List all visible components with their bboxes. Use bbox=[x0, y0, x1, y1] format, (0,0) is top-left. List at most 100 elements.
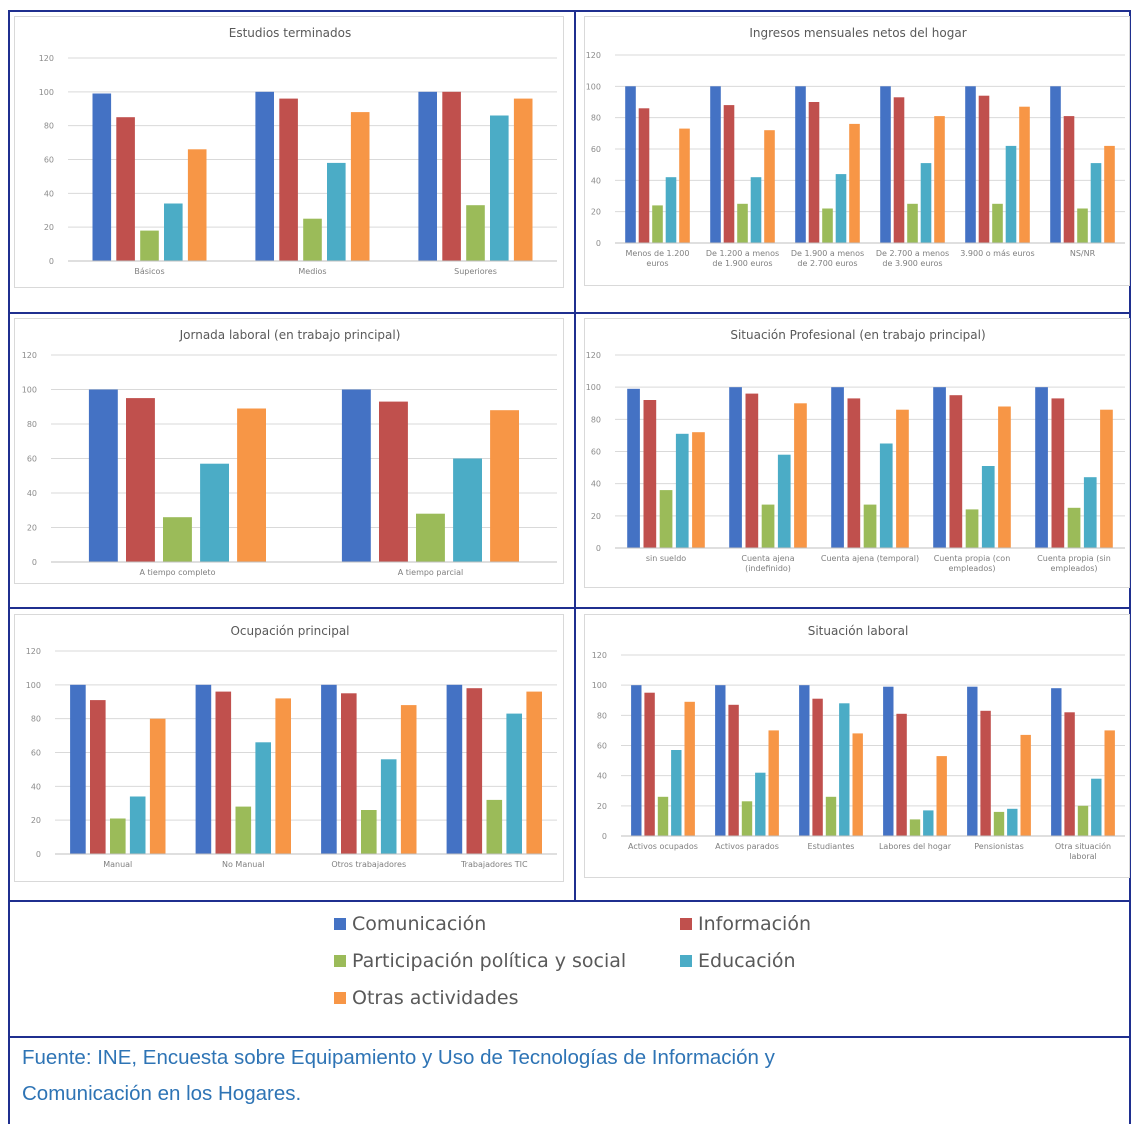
bar-otras-actividades bbox=[1100, 409, 1113, 548]
category-label-line: laboral bbox=[1069, 852, 1097, 861]
y-tick-label: 80 bbox=[27, 420, 37, 429]
legend-swatch-educacion bbox=[680, 955, 692, 967]
bar-otras-actividades bbox=[679, 128, 690, 243]
bar-participacion-politica-y-social bbox=[486, 799, 503, 854]
bar-otras-actividades bbox=[275, 698, 291, 854]
bar-participacion-politica-y-social bbox=[466, 205, 485, 261]
bar-participacion-politica-y-social bbox=[163, 517, 192, 562]
bar-educacion bbox=[200, 463, 229, 562]
category-label-line: de 1.900 euros bbox=[712, 259, 772, 268]
category-label-line: De 1.200 a menos bbox=[706, 249, 779, 258]
bar-educacion bbox=[675, 433, 689, 548]
category-label-line: Pensionistas bbox=[974, 842, 1023, 851]
category-label: Medios bbox=[298, 267, 326, 276]
category-label-line: Cuenta propia (con bbox=[934, 554, 1011, 563]
y-tick-label: 120 bbox=[592, 651, 607, 660]
bar-comunicacion bbox=[321, 684, 337, 854]
bar-participacion-politica-y-social bbox=[761, 504, 775, 548]
bar-educacion bbox=[665, 177, 677, 243]
chart-jornada-laboral: Jornada laboral (en trabajo principal) 0 2… bbox=[14, 318, 564, 584]
category-label-line: Superiores bbox=[454, 267, 497, 276]
y-tick-label: 0 bbox=[36, 850, 41, 859]
bar-otras-actividades bbox=[1104, 145, 1115, 243]
y-tick-label: 100 bbox=[586, 82, 601, 91]
y-tick-label: 20 bbox=[27, 524, 37, 533]
category-label-line: empleados) bbox=[948, 564, 995, 573]
chart-title: Jornada laboral (en trabajo principal) bbox=[179, 328, 401, 342]
bar-otras-actividades bbox=[768, 730, 779, 836]
bar-informacion bbox=[896, 713, 907, 836]
category-label-line: No Manual bbox=[222, 860, 265, 869]
bar-informacion bbox=[643, 400, 657, 548]
bar-comunicacion bbox=[799, 685, 810, 836]
category-label-line: Trabajadores TIC bbox=[460, 860, 528, 869]
y-tick-label: 80 bbox=[44, 122, 54, 131]
bar-educacion bbox=[923, 810, 934, 836]
category-label: Otros trabajadores bbox=[331, 860, 406, 869]
category-label: De 1.900 a menos de 2.700 euros bbox=[791, 249, 864, 268]
legend-label: Educación bbox=[698, 950, 796, 972]
y-tick-label: 120 bbox=[586, 351, 601, 360]
legend-item-participacion: Participación política y social bbox=[334, 950, 626, 972]
category-label-line: Cuenta ajena (temporal) bbox=[821, 554, 919, 563]
bar-educacion bbox=[1090, 163, 1102, 243]
category-label-line: Activos ocupados bbox=[628, 842, 698, 851]
category-label-line: de 3.900 euros bbox=[882, 259, 942, 268]
category-label: Pensionistas bbox=[974, 842, 1023, 851]
bar-comunicacion bbox=[446, 684, 463, 854]
bar-comunicacion bbox=[965, 86, 976, 243]
bar-otras-actividades bbox=[998, 406, 1011, 548]
bar-educacion bbox=[879, 443, 893, 548]
y-tick-label: 0 bbox=[596, 544, 601, 553]
bar-otras-actividades bbox=[684, 701, 695, 836]
bar-otras-actividades bbox=[849, 123, 860, 243]
bar-comunicacion bbox=[88, 389, 118, 562]
category-label: De 2.700 a menos de 3.900 euros bbox=[876, 249, 949, 268]
y-tick-label: 100 bbox=[22, 386, 37, 395]
y-tick-label: 20 bbox=[591, 208, 601, 217]
bar-otras-actividades bbox=[1020, 734, 1031, 836]
bar-otras-actividades bbox=[764, 130, 775, 243]
category-label-line: Manual bbox=[103, 860, 132, 869]
category-label: 3.900 o más euros bbox=[960, 249, 1034, 258]
bar-otras-actividades bbox=[513, 98, 533, 261]
category-label-line: Otros trabajadores bbox=[331, 860, 406, 869]
chart-title: Ocupación principal bbox=[230, 624, 349, 638]
bar-participacion-politica-y-social bbox=[303, 218, 322, 261]
y-tick-label: 40 bbox=[591, 176, 601, 185]
category-label: A tiempo parcial bbox=[398, 568, 463, 577]
y-tick-label: 120 bbox=[586, 51, 601, 60]
category-label: Básicos bbox=[134, 267, 164, 276]
category-label-line: A tiempo completo bbox=[140, 568, 216, 577]
bar-participacion-politica-y-social bbox=[659, 490, 673, 548]
bar-comunicacion bbox=[255, 91, 274, 261]
y-tick-label: 80 bbox=[591, 415, 601, 424]
bar-comunicacion bbox=[195, 684, 212, 854]
category-label-line: Menos de 1.200 bbox=[626, 249, 690, 258]
bar-informacion bbox=[90, 700, 106, 854]
bar-participacion-politica-y-social bbox=[1077, 805, 1089, 836]
bar-informacion bbox=[215, 691, 232, 854]
bar-comunicacion bbox=[1050, 86, 1061, 243]
bar-comunicacion bbox=[880, 86, 891, 243]
category-label-line: de 2.700 euros bbox=[797, 259, 857, 268]
bar-comunicacion bbox=[631, 685, 642, 836]
bar-comunicacion bbox=[831, 387, 844, 548]
legend-item-comunicacion: Comunicación bbox=[334, 913, 486, 935]
bar-educacion bbox=[453, 458, 482, 562]
y-tick-label: 0 bbox=[49, 257, 54, 266]
bar-informacion bbox=[279, 98, 298, 261]
category-label: NS/NR bbox=[1070, 249, 1096, 258]
category-label-line: 3.900 o más euros bbox=[960, 249, 1034, 258]
bar-participacion-politica-y-social bbox=[909, 819, 921, 836]
bar-educacion bbox=[1083, 477, 1097, 548]
chart-situacion-laboral: Situación laboral 0 20 40 60 80 100 120 Activos … bbox=[584, 614, 1130, 878]
bar-participacion-politica-y-social bbox=[822, 208, 833, 243]
bar-otras-actividades bbox=[1019, 106, 1030, 243]
y-tick-label: 60 bbox=[44, 156, 54, 165]
bar-informacion bbox=[723, 105, 735, 243]
chart-title: Situación Profesional (en trabajo princi… bbox=[730, 328, 985, 342]
category-label: Menos de 1.200 euros bbox=[626, 249, 690, 268]
bar-informacion bbox=[847, 398, 861, 548]
legend-label: Información bbox=[698, 913, 811, 935]
